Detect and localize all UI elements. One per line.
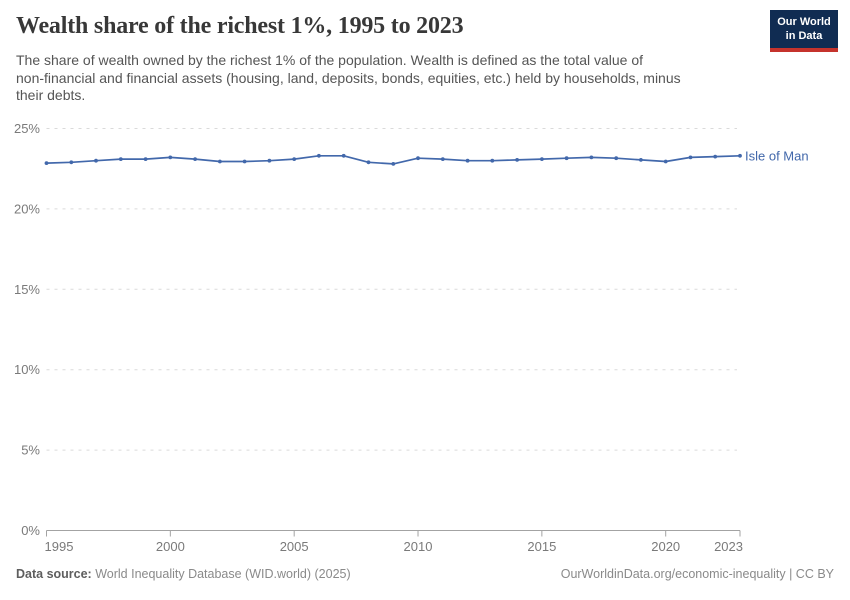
data-point: [663, 159, 668, 164]
license-text: CC BY: [795, 567, 834, 581]
data-point: [118, 157, 123, 162]
series-label: Isle of Man: [745, 148, 809, 163]
footer-separator: |: [785, 567, 796, 581]
data-source-label: Data source:: [16, 567, 92, 581]
data-point: [540, 157, 544, 162]
data-point: [490, 158, 495, 163]
owid-url-text: OurWorldinData.org/economic-inequality: [560, 567, 786, 581]
y-tick-label: 25%: [14, 121, 40, 136]
data-point: [69, 160, 74, 165]
owid-logo-line1: Our World: [777, 16, 831, 28]
data-point: [292, 157, 297, 162]
x-tick-label: 2005: [280, 539, 309, 554]
data-point: [242, 159, 247, 164]
chart-subtitle: The share of wealth owned by the richest…: [16, 52, 736, 105]
y-tick-label: 15%: [14, 282, 40, 297]
data-point: [391, 162, 396, 166]
data-point: [614, 156, 619, 161]
y-tick-label: 20%: [14, 201, 40, 216]
x-tick-label: 1995: [45, 539, 74, 554]
data-point: [738, 153, 742, 158]
x-tick-label: 2000: [156, 539, 185, 554]
data-point: [440, 157, 445, 162]
data-point: [639, 158, 643, 162]
subtitle-line: their debts.: [16, 87, 86, 103]
x-tick-label: 2010: [404, 539, 433, 554]
chart-title: Wealth share of the richest 1%, 1995 to …: [16, 13, 464, 39]
data-point: [267, 158, 272, 163]
subtitle-line: The share of wealth owned by the richest…: [16, 52, 644, 68]
data-point: [44, 161, 49, 166]
data-point: [94, 158, 98, 163]
owid-logo: Our World in Data: [770, 10, 838, 52]
data-point: [143, 157, 148, 162]
y-tick-label: 5%: [21, 443, 40, 458]
data-point: [564, 156, 569, 161]
data-point: [218, 159, 222, 164]
data-point: [341, 153, 346, 158]
data-source: Data source: World Inequality Database (…: [16, 567, 351, 581]
data-point: [688, 155, 693, 160]
chart-footer: Data source: World Inequality Database (…: [16, 567, 834, 581]
data-point: [193, 157, 198, 162]
footer-attribution: OurWorldinData.org/economic-inequality |…: [561, 567, 834, 581]
data-point: [317, 153, 321, 158]
data-source-text: World Inequality Database (WID.world) (2…: [91, 567, 351, 581]
data-point: [168, 155, 173, 160]
owid-logo-line2: in Data: [785, 30, 823, 43]
subtitle-line: non-financial and financial assets (hous…: [16, 69, 681, 86]
data-point: [366, 160, 371, 165]
y-tick-label: 0%: [21, 523, 40, 538]
x-tick-label: 2020: [651, 539, 680, 554]
data-point: [416, 156, 420, 161]
data-point: [515, 158, 519, 162]
x-tick-label: 2023: [714, 539, 743, 554]
data-point: [713, 154, 718, 159]
data-point: [465, 158, 470, 163]
data-point: [589, 155, 594, 160]
x-tick-label: 2015: [527, 539, 556, 554]
y-tick-label: 10%: [14, 362, 40, 377]
